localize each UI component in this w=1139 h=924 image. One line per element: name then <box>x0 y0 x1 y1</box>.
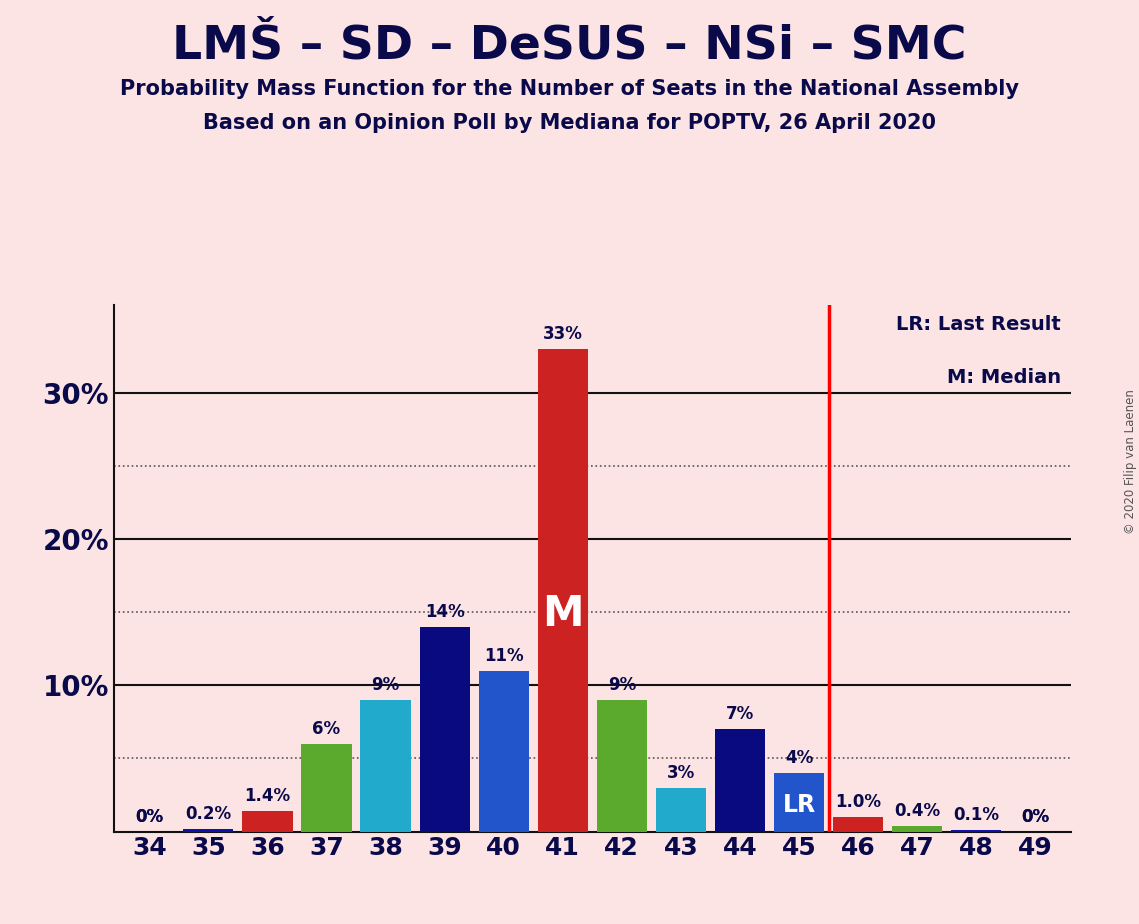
Bar <box>597 700 647 832</box>
Bar <box>360 700 411 832</box>
Bar <box>243 811 293 832</box>
Text: LMŠ – SD – DeSUS – NSi – SMC: LMŠ – SD – DeSUS – NSi – SMC <box>172 23 967 68</box>
Text: 33%: 33% <box>543 325 583 343</box>
Text: 0.1%: 0.1% <box>953 807 999 824</box>
Bar <box>715 729 765 832</box>
Text: 0%: 0% <box>1022 808 1049 826</box>
Text: 0.2%: 0.2% <box>186 805 231 822</box>
Text: M: Median: M: Median <box>947 368 1062 387</box>
Text: Based on an Opinion Poll by Mediana for POPTV, 26 April 2020: Based on an Opinion Poll by Mediana for … <box>203 113 936 133</box>
Bar <box>773 773 825 832</box>
Text: 4%: 4% <box>785 749 813 767</box>
Text: 14%: 14% <box>425 603 465 621</box>
Text: 0.4%: 0.4% <box>894 802 940 820</box>
Text: 1.0%: 1.0% <box>835 793 882 811</box>
Text: Probability Mass Function for the Number of Seats in the National Assembly: Probability Mass Function for the Number… <box>120 79 1019 99</box>
Text: 0%: 0% <box>1022 808 1049 826</box>
Bar <box>656 787 706 832</box>
Bar <box>478 671 528 832</box>
Text: 6%: 6% <box>312 720 341 738</box>
Bar <box>892 826 942 832</box>
Text: 0%: 0% <box>136 808 163 826</box>
Text: M: M <box>542 593 583 636</box>
Text: 9%: 9% <box>371 676 400 694</box>
Bar <box>833 817 883 832</box>
Text: LR: LR <box>782 794 816 817</box>
Text: LR: Last Result: LR: Last Result <box>896 315 1062 334</box>
Text: © 2020 Filip van Laenen: © 2020 Filip van Laenen <box>1124 390 1137 534</box>
Text: 3%: 3% <box>666 764 695 782</box>
Text: 11%: 11% <box>484 647 524 665</box>
Text: 9%: 9% <box>608 676 636 694</box>
Bar <box>183 829 233 832</box>
Bar <box>951 830 1001 832</box>
Bar <box>302 744 352 832</box>
Bar <box>538 349 588 832</box>
Text: 0%: 0% <box>136 808 163 826</box>
Bar <box>419 626 469 832</box>
Text: 7%: 7% <box>726 705 754 723</box>
Text: 1.4%: 1.4% <box>245 787 290 805</box>
